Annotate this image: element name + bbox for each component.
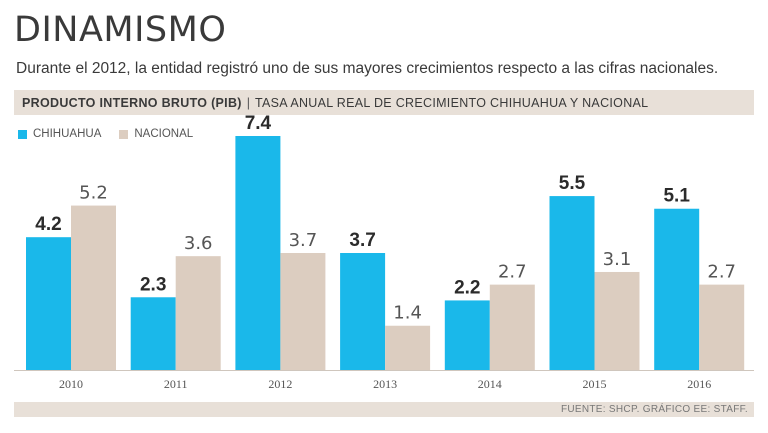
x-tick-label-2011: 2011 — [164, 377, 188, 391]
data-label-chihuahua-2015: 5.5 — [559, 173, 586, 194]
bar-chihuahua-2016 — [654, 208, 700, 370]
data-label-nacional-2015: 3.1 — [603, 249, 632, 270]
bar-nacional-2016 — [699, 284, 745, 370]
bar-nacional-2010 — [71, 205, 116, 370]
data-label-chihuahua-2016: 5.1 — [663, 186, 690, 207]
data-label-nacional-2011: 3.6 — [184, 233, 213, 254]
bar-nacional-2011 — [175, 256, 221, 370]
bar-nacional-2014 — [489, 284, 535, 370]
footer-bar: FUENTE: SHCP. GRÁFICO EE: STAFF. — [14, 402, 754, 417]
legend-swatch-nacional — [119, 129, 129, 139]
legend-label-nacional: NACIONAL — [134, 128, 194, 140]
x-tick-label-2016: 2016 — [687, 377, 711, 391]
bar-nacional-2013 — [385, 325, 431, 370]
x-tick-label-2015: 2015 — [583, 377, 607, 391]
data-label-nacional-2013: 1.4 — [393, 303, 422, 324]
bar-chihuahua-2012 — [235, 136, 281, 370]
legend-item-nacional: NACIONAL — [119, 128, 193, 140]
data-label-chihuahua-2010: 4.2 — [35, 214, 61, 235]
bar-chihuahua-2010 — [26, 237, 71, 370]
data-label-chihuahua-2014: 2.2 — [454, 277, 480, 298]
legend-swatch-chihuahua — [18, 129, 27, 139]
legend-label-chihuahua: CHIHUAHUA — [33, 128, 102, 140]
legend-item-chihuahua: CHIHUAHUA — [18, 128, 101, 140]
chart-header-bar: PRODUCTO INTERNO BRUTO (PIB) | TASA ANUA… — [14, 90, 754, 115]
data-label-nacional-2012: 3.7 — [289, 230, 318, 251]
data-label-chihuahua-2011: 2.3 — [140, 274, 166, 295]
bar-chihuahua-2015 — [549, 196, 595, 370]
data-label-chihuahua-2013: 3.7 — [349, 230, 375, 251]
header-description: TASA ANUAL REAL DE CRECIMIENTO CHIHUAHUA… — [255, 95, 649, 110]
x-tick-label-2014: 2014 — [478, 377, 502, 391]
header-separator: | — [246, 95, 250, 110]
data-label-nacional-2014: 2.7 — [498, 262, 527, 283]
bar-nacional-2015 — [594, 271, 640, 370]
chart-legend: CHIHUAHUA NACIONAL — [18, 128, 211, 140]
x-tick-label-2010: 2010 — [59, 377, 83, 391]
header-bold-label: PRODUCTO INTERNO BRUTO (PIB) — [22, 95, 242, 110]
data-label-nacional-2016: 2.7 — [707, 262, 736, 283]
chart-title: DINAMISMO — [14, 10, 227, 50]
bar-nacional-2012 — [280, 253, 326, 370]
bar-chihuahua-2014 — [444, 300, 490, 370]
x-tick-label-2012: 2012 — [268, 377, 292, 391]
data-label-nacional-2010: 5.2 — [79, 183, 108, 204]
bar-chihuahua-2013 — [340, 253, 386, 370]
bar-chihuahua-2011 — [130, 297, 176, 370]
chart-subtitle: Durante el 2012, la entidad registró uno… — [16, 60, 719, 77]
data-label-chihuahua-2012: 7.4 — [245, 113, 272, 134]
source-credit: FUENTE: SHCP. GRÁFICO EE: STAFF. — [560, 404, 748, 415]
x-tick-label-2013: 2013 — [373, 377, 397, 391]
